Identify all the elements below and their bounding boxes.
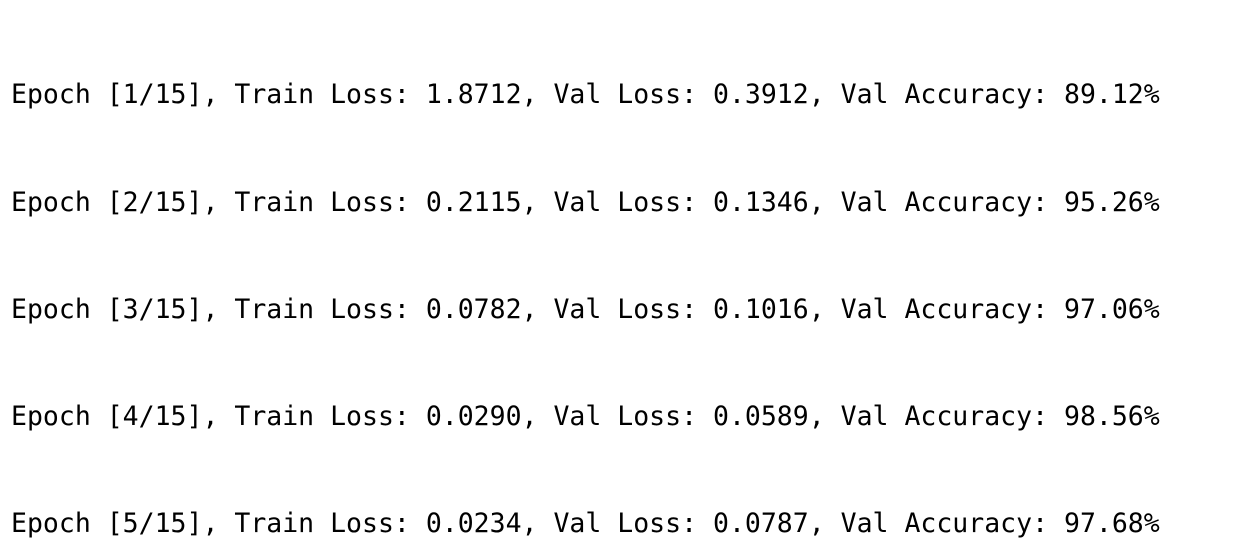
log-line-epoch-2: Epoch [2/15], Train Loss: 0.2115, Val Lo… — [11, 186, 1160, 218]
log-line-epoch-4: Epoch [4/15], Train Loss: 0.0290, Val Lo… — [11, 400, 1160, 432]
log-line-epoch-1: Epoch [1/15], Train Loss: 1.8712, Val Lo… — [11, 79, 1160, 111]
log-line-epoch-5: Epoch [5/15], Train Loss: 0.0234, Val Lo… — [11, 507, 1160, 539]
training-log-output: Epoch [1/15], Train Loss: 1.8712, Val Lo… — [11, 6, 1247, 546]
log-line-epoch-3: Epoch [3/15], Train Loss: 0.0782, Val Lo… — [11, 293, 1160, 325]
